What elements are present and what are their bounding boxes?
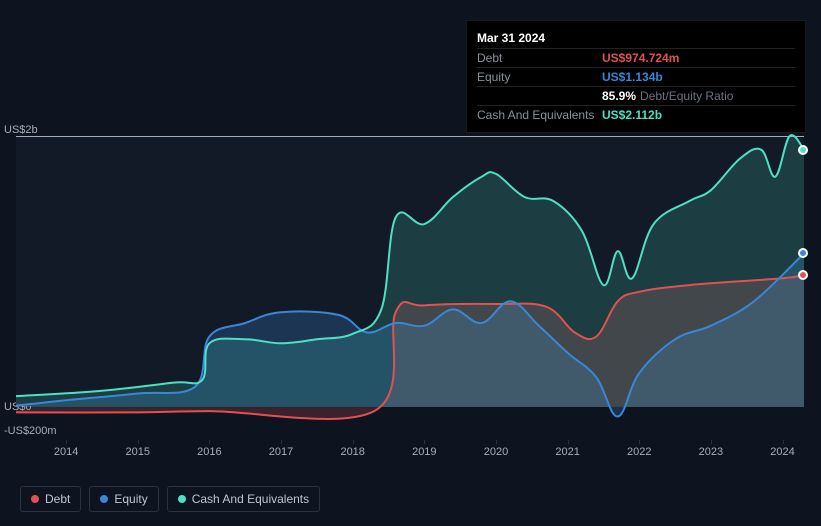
chart-tooltip: Mar 31 2024 Debt US$974.724m Equity US$1…: [466, 20, 806, 133]
tooltip-row-equity: Equity US$1.134b: [477, 67, 795, 86]
tooltip-value: US$2.112b: [602, 108, 662, 122]
chart-container: Mar 31 2024 Debt US$974.724m Equity US$1…: [0, 0, 821, 526]
x-axis-tick-mark: [496, 440, 497, 444]
x-axis-tick-label: 2024: [770, 446, 794, 458]
chart-plot-area[interactable]: [16, 130, 804, 420]
x-axis-tick-mark: [568, 440, 569, 444]
tooltip-ratio-label: Debt/Equity Ratio: [640, 89, 733, 103]
tooltip-label: Debt: [477, 51, 602, 65]
tooltip-row-cash: Cash And Equivalents US$2.112b: [477, 105, 795, 124]
x-axis-tick-label: 2019: [412, 446, 436, 458]
legend-item-equity[interactable]: Equity: [89, 486, 158, 512]
legend-dot-icon: [100, 495, 108, 503]
x-axis-tick-label: 2014: [54, 446, 78, 458]
x-axis-tick-label: 2022: [627, 446, 651, 458]
series-end-marker-equity: [798, 248, 808, 258]
tooltip-label: Equity: [477, 70, 602, 84]
series-end-marker-debt: [798, 270, 808, 280]
x-axis-tick-label: 2020: [484, 446, 508, 458]
legend-item-debt[interactable]: Debt: [20, 486, 81, 512]
tooltip-row-ratio: 85.9% Debt/Equity Ratio: [477, 86, 795, 105]
x-axis-tick-mark: [639, 440, 640, 444]
tooltip-label: Cash And Equivalents: [477, 108, 602, 122]
x-axis-tick-mark: [281, 440, 282, 444]
chart-legend: Debt Equity Cash And Equivalents: [20, 486, 320, 512]
x-axis-tick-mark: [209, 440, 210, 444]
legend-label: Equity: [114, 492, 147, 506]
legend-dot-icon: [178, 495, 186, 503]
x-axis-tick-label: 2016: [197, 446, 221, 458]
x-axis-tick-mark: [138, 440, 139, 444]
tooltip-value: US$1.134b: [602, 70, 663, 84]
legend-dot-icon: [31, 495, 39, 503]
x-axis: 2014 2015 2016 2017 2018 2019 2020 2021 2022 2023…: [16, 446, 804, 466]
tooltip-value: US$974.724m: [602, 51, 679, 65]
x-axis-tick-mark: [353, 440, 354, 444]
tooltip-row-debt: Debt US$974.724m: [477, 48, 795, 67]
x-axis-tick-label: 2018: [340, 446, 364, 458]
x-axis-tick-mark: [783, 440, 784, 444]
legend-item-cash[interactable]: Cash And Equivalents: [167, 486, 320, 512]
x-axis-tick-label: 2015: [126, 446, 150, 458]
x-axis-tick-mark: [424, 440, 425, 444]
x-axis-tick-mark: [711, 440, 712, 444]
x-axis-tick-label: 2023: [699, 446, 723, 458]
chart-svg: [16, 130, 804, 420]
x-axis-tick-label: 2017: [269, 446, 293, 458]
x-axis-tick-mark: [66, 440, 67, 444]
tooltip-ratio-pct: 85.9%: [602, 89, 636, 103]
series-end-marker-cash: [798, 145, 808, 155]
y-axis-tick-label: -US$200m: [4, 425, 57, 437]
legend-label: Debt: [45, 492, 70, 506]
legend-label: Cash And Equivalents: [192, 492, 309, 506]
x-axis-tick-label: 2021: [555, 446, 579, 458]
tooltip-date: Mar 31 2024: [477, 27, 795, 48]
